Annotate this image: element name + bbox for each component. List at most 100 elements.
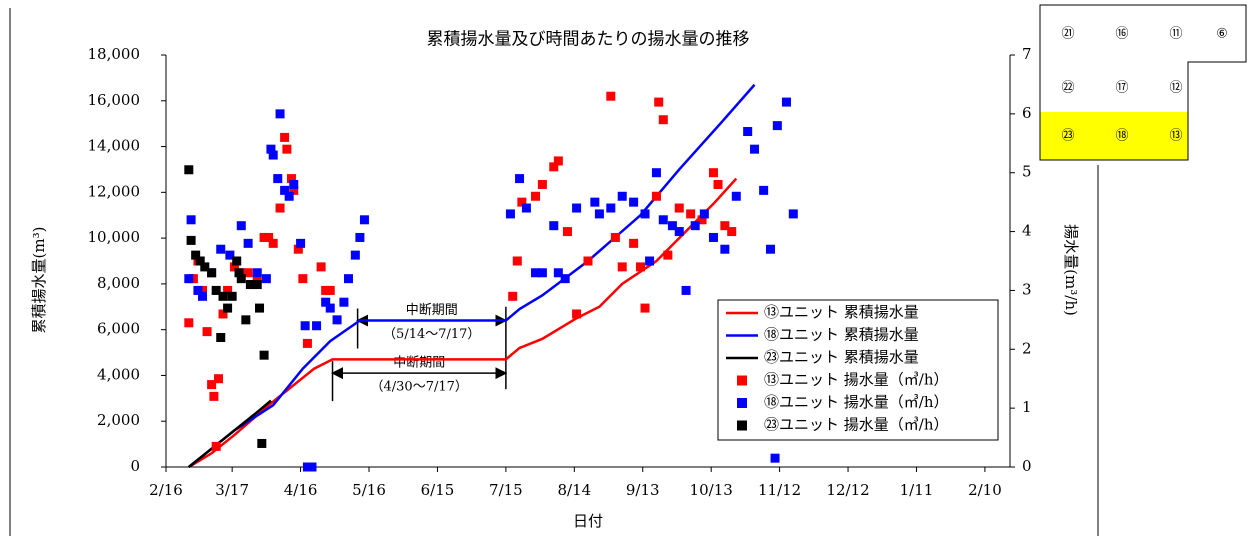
scatter-point bbox=[610, 232, 620, 242]
inset-cell: ⑰ bbox=[1115, 81, 1128, 96]
scatter-point bbox=[594, 209, 604, 219]
scatter-point bbox=[252, 274, 262, 284]
scatter-point bbox=[325, 285, 335, 295]
scatter-point bbox=[743, 127, 753, 137]
legend-label: ⑬ユニット 累積揚水量 bbox=[764, 303, 919, 321]
scatter-point bbox=[635, 262, 645, 272]
scatter-point bbox=[236, 274, 246, 284]
scatter-point bbox=[264, 232, 274, 242]
scatter-point bbox=[629, 238, 639, 248]
scatter-point bbox=[268, 150, 278, 160]
x-tick-label: 6/15 bbox=[421, 481, 455, 499]
legend-label: ㉓ユニット 揚水量（㎥/h） bbox=[764, 416, 948, 434]
scatter-point bbox=[759, 185, 769, 195]
scatter-point bbox=[355, 232, 365, 242]
scatter-point bbox=[213, 374, 223, 384]
scatter-point bbox=[521, 203, 531, 213]
x-axis-label: 日付 bbox=[573, 512, 603, 530]
scatter-point bbox=[200, 262, 210, 272]
scatter-point bbox=[293, 244, 303, 254]
inset-cell: ⑱ bbox=[1115, 129, 1128, 144]
scatter-point bbox=[243, 238, 253, 248]
x-tick-label: 2/10 bbox=[968, 481, 1002, 499]
scatter-point bbox=[708, 232, 718, 242]
scatter-point bbox=[302, 338, 312, 348]
scatter-point bbox=[191, 250, 201, 260]
scatter-point bbox=[259, 232, 269, 242]
scatter-point bbox=[750, 144, 760, 154]
scatter-point bbox=[686, 209, 696, 219]
x-tick-label: 10/13 bbox=[690, 481, 733, 499]
scatter-point bbox=[713, 179, 723, 189]
cumulative-line bbox=[188, 399, 272, 468]
scatter-point bbox=[572, 309, 582, 319]
scatter-point bbox=[261, 274, 271, 284]
scatter-point bbox=[202, 327, 212, 337]
scatter-point bbox=[184, 318, 194, 328]
scatter-point bbox=[788, 209, 798, 219]
y2-tick-label: 7 bbox=[1022, 45, 1032, 63]
scatter-point bbox=[186, 235, 196, 245]
y2-tick-label: 5 bbox=[1022, 163, 1032, 181]
scatter-point bbox=[699, 209, 709, 219]
scatter-point bbox=[690, 221, 700, 231]
legend-label: ⑱ユニット 累積揚水量 bbox=[764, 326, 919, 344]
scatter-point bbox=[184, 274, 194, 284]
scatter-point bbox=[531, 191, 541, 201]
scatter-point bbox=[184, 165, 194, 175]
scatter-point bbox=[531, 268, 541, 278]
inset-cell: ㉓ bbox=[1061, 129, 1074, 144]
x-tick-label: 7/15 bbox=[489, 481, 523, 499]
legend-swatch bbox=[737, 420, 747, 431]
y-tick-label: 6,000 bbox=[97, 320, 140, 338]
x-tick-label: 1/11 bbox=[900, 481, 934, 499]
y-tick-label: 2,000 bbox=[97, 411, 140, 429]
cumulative-line bbox=[188, 177, 738, 469]
scatter-point bbox=[225, 250, 235, 260]
scatter-point bbox=[289, 185, 299, 195]
scatter-point bbox=[731, 191, 741, 201]
scatter-point bbox=[197, 291, 207, 301]
x-tick-label: 9/13 bbox=[626, 481, 660, 499]
scatter-point bbox=[296, 238, 306, 248]
scatter-point bbox=[211, 285, 221, 295]
scatter-point bbox=[517, 197, 527, 207]
scatter-point bbox=[207, 268, 217, 278]
y2-tick-label: 0 bbox=[1022, 457, 1032, 475]
scatter-point bbox=[339, 297, 349, 307]
scatter-point bbox=[720, 221, 730, 231]
scatter-point bbox=[508, 291, 518, 301]
x-tick-label: 5/16 bbox=[352, 481, 386, 499]
scatter-point bbox=[207, 380, 217, 390]
scatter-point bbox=[195, 256, 205, 266]
scatter-point bbox=[275, 203, 285, 213]
scatter-point bbox=[537, 268, 547, 278]
scatter-point bbox=[302, 462, 312, 472]
y-tick-label: 14,000 bbox=[88, 137, 141, 155]
chart-title: 累積揚水量及び時間あたりの揚水量の推移 bbox=[427, 30, 750, 50]
scatter-point bbox=[583, 256, 593, 266]
y-axis-label: 累積揚水量(m³) bbox=[30, 227, 48, 334]
legend-swatch bbox=[737, 398, 747, 408]
scatter-point bbox=[629, 197, 639, 207]
scatter-point bbox=[257, 438, 267, 448]
legend-label: ㉓ユニット 累積揚水量 bbox=[764, 348, 919, 366]
scatter-point bbox=[209, 391, 219, 401]
scatter-point bbox=[227, 291, 237, 301]
scatter-point bbox=[321, 285, 331, 295]
y2-tick-label: 4 bbox=[1022, 222, 1032, 240]
scatter-point bbox=[229, 262, 239, 272]
scatter-point bbox=[188, 274, 198, 284]
inset-cell: ⑫ bbox=[1169, 81, 1182, 96]
inset-cell: ㉑ bbox=[1061, 27, 1074, 42]
scatter-point bbox=[223, 285, 233, 295]
scatter-point bbox=[216, 333, 226, 343]
scatter-point bbox=[654, 97, 664, 107]
scatter-point bbox=[781, 97, 791, 107]
scatter-point bbox=[245, 280, 255, 290]
scatter-point bbox=[197, 285, 207, 295]
x-tick-label: 2/16 bbox=[149, 481, 183, 499]
scatter-point bbox=[259, 350, 269, 360]
scatter-point bbox=[720, 244, 730, 254]
scatter-point bbox=[772, 121, 782, 131]
